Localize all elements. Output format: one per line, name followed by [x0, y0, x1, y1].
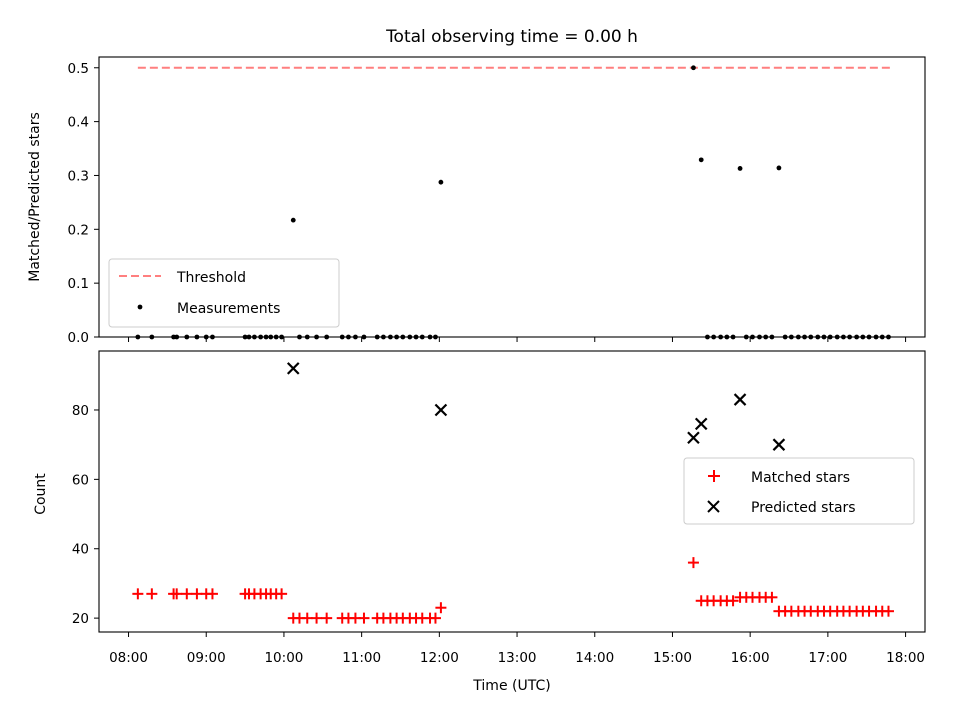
bottom-ytick-label: 20: [72, 611, 89, 627]
matched-star-marker: [171, 588, 183, 600]
bottom-xtick-label: 15:00: [653, 650, 692, 666]
top-axes-frame: [98, 56, 926, 338]
matched-star-marker: [358, 612, 370, 624]
bottom-xtick-label: 12:00: [420, 650, 459, 666]
top-legend-box: [108, 258, 340, 328]
bottom-y-ticks: 20 40 60 80: [72, 403, 99, 627]
measurement-point: [290, 217, 296, 223]
predicted-star-marker: [687, 431, 700, 445]
bottom-ytick-label: 40: [72, 542, 89, 558]
measurement-point: [698, 157, 704, 163]
matched-star-marker: [146, 588, 158, 600]
bottom-xtick-label: 16:00: [731, 650, 770, 666]
matched-star-marker: [206, 588, 218, 600]
top-legend: Threshold Measurements: [108, 258, 340, 328]
matched-star-marker: [727, 595, 739, 607]
bottom-ytick-label: 80: [72, 403, 89, 419]
top-x-ticks: [128, 337, 907, 342]
bottom-xtick-label: 17:00: [808, 650, 847, 666]
legend-measurements-swatch: [137, 304, 143, 310]
top-ytick-label: 0.3: [68, 168, 89, 184]
legend-threshold-label: Threshold: [176, 270, 246, 286]
matched-star-marker: [882, 605, 894, 617]
top-y-ticks: 0.0 0.1 0.2 0.3 0.4 0.5: [68, 61, 99, 346]
x-axis-label: Time (UTC): [472, 678, 550, 694]
matched-star-marker: [276, 588, 288, 600]
bottom-xtick-label: 18:00: [886, 650, 925, 666]
legend-matched-label: Matched stars: [751, 470, 850, 486]
legend-measurements-label: Measurements: [177, 301, 280, 317]
top-ytick-label: 0.2: [68, 222, 89, 238]
bottom-xtick-label: 14:00: [575, 650, 614, 666]
top-ytick-label: 0.0: [68, 330, 89, 346]
chart-title: Total observing time = 0.00 h: [385, 27, 638, 47]
measurement-point: [737, 166, 743, 171]
bottom-x-ticks: 08:00 09:00 10:00 11:00 12:00 13:00 14:00 15:00…: [109, 632, 925, 666]
top-y-axis-label: Matched/Predicted stars: [27, 112, 43, 282]
bottom-xtick-label: 11:00: [342, 650, 381, 666]
predicted-star-marker: [434, 403, 448, 417]
measurement-point: [776, 165, 782, 171]
matched-star-marker: [687, 557, 699, 569]
predicted-star-marker: [733, 393, 747, 406]
top-ytick-label: 0.4: [68, 115, 89, 131]
predicted-star-marker: [772, 438, 786, 451]
matched-star-marker: [181, 588, 193, 600]
bottom-axes-frame: [98, 350, 926, 633]
bottom-ytick-label: 60: [72, 472, 89, 488]
measurement-point: [691, 65, 696, 71]
matched-star-marker: [191, 588, 203, 600]
bottom-panel: Count Time (UTC) 20 40 60 80 08:00 09:00 10:0…: [33, 350, 926, 694]
predicted-star-marker: [694, 417, 708, 431]
legend-matched-swatch: [708, 470, 720, 482]
matched-star-marker: [311, 612, 323, 624]
bottom-legend: Matched stars Predicted stars: [683, 457, 915, 525]
top-panel: Total observing time = 0.00 h Matched/Pr…: [27, 27, 926, 346]
bottom-xtick-label: 09:00: [187, 650, 226, 666]
bottom-xtick-label: 08:00: [109, 650, 148, 666]
measurement-point: [438, 179, 444, 185]
top-ytick-label: 0.5: [68, 61, 89, 77]
matched-star-marker: [766, 591, 778, 603]
bottom-legend-box: [683, 457, 915, 525]
predicted-star-marker: [286, 362, 300, 375]
bottom-y-axis-label: Count: [33, 473, 49, 515]
matched-star-marker: [321, 612, 333, 624]
top-ytick-label: 0.1: [68, 276, 89, 292]
legend-predicted-swatch: [707, 500, 720, 513]
matched-star-marker: [301, 612, 313, 624]
bottom-series-layer: [132, 362, 894, 624]
bottom-xtick-label: 13:00: [498, 650, 537, 666]
matched-star-marker: [435, 602, 447, 614]
legend-predicted-label: Predicted stars: [751, 500, 856, 516]
matched-star-marker: [132, 588, 144, 600]
bottom-xtick-label: 10:00: [264, 650, 303, 666]
matched-star-marker: [429, 612, 441, 624]
